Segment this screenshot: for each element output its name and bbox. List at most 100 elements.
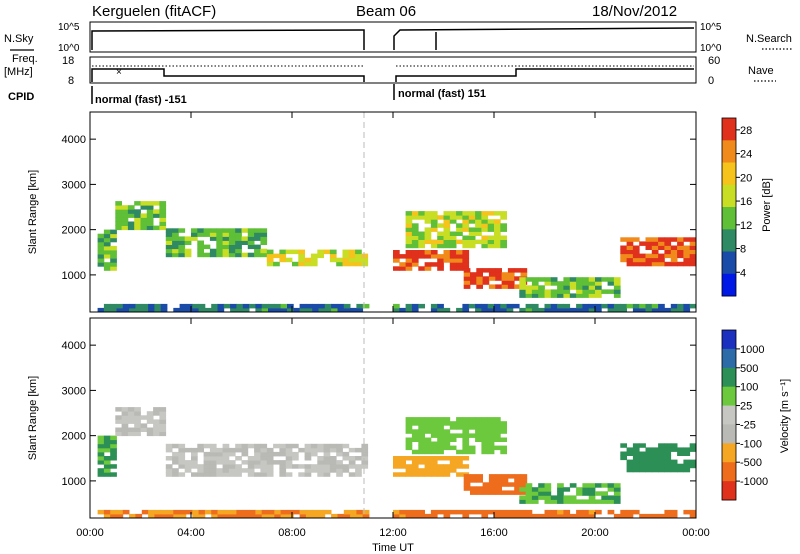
y-tick-label: 3000 xyxy=(62,179,86,191)
heatmap-cell xyxy=(449,231,457,236)
heatmap-cell xyxy=(317,468,324,473)
beam-title: Beam 06 xyxy=(356,3,416,20)
heatmap-cell xyxy=(613,513,621,519)
heatmap-cell xyxy=(683,237,691,242)
heatmap-cell xyxy=(285,451,293,457)
velocity-cells xyxy=(97,407,697,519)
heatmap-cell xyxy=(424,429,432,434)
heatmap-cell xyxy=(336,447,343,453)
heatmap-cell xyxy=(405,468,413,473)
heatmap-cell xyxy=(342,451,350,457)
heatmap-cell xyxy=(563,307,571,313)
heatmap-cell xyxy=(430,421,438,426)
heatmap-cell xyxy=(146,225,154,231)
heatmap-cell xyxy=(613,483,621,488)
heatmap-cell xyxy=(323,443,331,449)
heatmap-cell xyxy=(670,257,678,263)
heatmap-cell xyxy=(348,447,356,453)
heatmap-cell xyxy=(557,509,564,515)
heatmap-cell xyxy=(159,221,167,226)
heatmap-cell xyxy=(134,407,141,412)
heatmap-cell xyxy=(456,472,463,477)
heatmap-cell xyxy=(399,254,406,259)
heatmap-cell xyxy=(613,307,621,313)
heatmap-cell xyxy=(209,447,217,453)
heatmap-cell xyxy=(355,464,362,469)
heatmap-cell xyxy=(329,464,337,469)
heatmap-cell xyxy=(651,249,659,255)
heatmap-cell xyxy=(437,231,444,236)
colorbar-swatch xyxy=(722,386,736,406)
heatmap-cell xyxy=(165,236,173,241)
heatmap-cell xyxy=(501,490,509,495)
heatmap-cell xyxy=(274,307,281,313)
heatmap-cell xyxy=(557,499,564,504)
heatmap-cell xyxy=(470,478,477,483)
heatmap-cell xyxy=(159,205,167,210)
heatmap-cell xyxy=(273,253,280,259)
heatmap-cell xyxy=(424,472,432,477)
heatmap-cell xyxy=(217,509,225,515)
heatmap-cell xyxy=(228,451,236,457)
heatmap-cell xyxy=(670,459,678,465)
heatmap-cell xyxy=(525,487,533,492)
heatmap-cell xyxy=(411,509,419,515)
heatmap-band xyxy=(97,229,117,271)
heatmap-cell xyxy=(582,509,590,515)
heatmap-cell xyxy=(626,237,634,242)
freq-tick-bottom: 8 xyxy=(68,75,74,87)
heatmap-cell xyxy=(228,248,236,254)
heatmap-cell xyxy=(595,509,602,515)
heatmap-cell xyxy=(153,411,160,416)
heatmap-cell xyxy=(310,464,318,469)
heatmap-cell xyxy=(437,254,444,259)
heatmap-cell xyxy=(487,235,495,240)
heatmap-cell xyxy=(424,231,432,236)
heatmap-cell xyxy=(475,433,482,438)
heatmap-cell xyxy=(613,303,621,309)
heatmap-cell xyxy=(209,252,217,258)
heatmap-cell xyxy=(462,243,470,249)
heatmap-cell xyxy=(216,468,223,473)
heatmap-cell xyxy=(449,421,457,426)
heatmap-cell xyxy=(424,468,432,473)
heatmap-cell xyxy=(601,491,608,496)
heatmap-cell xyxy=(197,443,204,449)
heatmap-cell xyxy=(405,243,413,249)
heatmap-cell xyxy=(487,449,495,455)
heatmap-cell xyxy=(222,252,230,258)
freq-trace-2 xyxy=(395,68,694,82)
heatmap-cell xyxy=(165,456,173,461)
heatmap-cell xyxy=(514,482,521,487)
heatmap-cell xyxy=(626,459,634,465)
heatmap-cell xyxy=(241,447,249,453)
heatmap-cell xyxy=(563,293,571,298)
heatmap-cell xyxy=(520,268,528,273)
heatmap-cell xyxy=(494,231,501,236)
heatmap-cell xyxy=(148,513,155,519)
heatmap-cell xyxy=(563,495,571,500)
heatmap-cell xyxy=(437,235,444,240)
heatmap-cell xyxy=(393,513,400,519)
heatmap-cell xyxy=(146,419,154,424)
heatmap-cell xyxy=(356,509,364,515)
colorbar-swatch xyxy=(722,273,736,297)
heatmap-cell xyxy=(230,509,237,515)
heatmap-cell xyxy=(531,499,539,504)
heatmap-cell xyxy=(645,261,653,267)
heatmap-cell xyxy=(211,303,218,309)
heatmap-cell xyxy=(222,460,230,465)
heatmap-cell xyxy=(424,456,432,461)
heatmap-cell xyxy=(437,239,444,245)
heatmap-cell xyxy=(411,437,419,442)
heatmap-cell xyxy=(677,245,684,250)
heatmap-cell xyxy=(336,261,343,267)
colorbar-tick-label: 500 xyxy=(740,363,758,375)
heatmap-cell xyxy=(411,449,419,455)
heatmap-cell xyxy=(456,223,463,228)
heatmap-cell xyxy=(500,307,507,313)
heatmap-cell xyxy=(127,419,135,424)
heatmap-cell xyxy=(531,487,539,492)
heatmap-cell xyxy=(494,425,501,430)
heatmap-cell xyxy=(531,277,539,282)
